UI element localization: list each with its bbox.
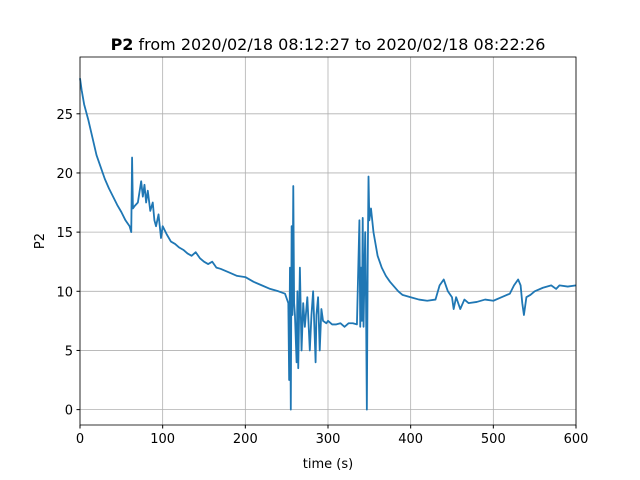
title-text: from 2020/02/18 08:12:27 to 2020/02/18 0… — [139, 35, 546, 54]
x-tick-label: 500 — [481, 432, 506, 447]
x-tick-label: 200 — [233, 432, 258, 447]
x-axis-label: time (s) — [303, 457, 353, 472]
y-axis-label: P2 — [33, 233, 48, 249]
y-tick-label: 0 — [65, 404, 73, 419]
x-tick-label: 600 — [564, 432, 589, 447]
x-tick-label: 0 — [76, 432, 84, 447]
chart-title: P2 from 2020/02/18 08:12:27 to 2020/02/1… — [111, 35, 546, 54]
y-tick-label: 15 — [56, 226, 73, 241]
title-bold: P2 — [111, 35, 134, 54]
x-tick-label: 300 — [316, 432, 341, 447]
y-tick-label: 10 — [56, 285, 73, 300]
y-tick-label: 25 — [56, 108, 73, 123]
x-tick-label: 100 — [150, 432, 175, 447]
plot-frame — [79, 56, 577, 426]
data-line — [79, 78, 577, 411]
y-tick-label: 20 — [56, 167, 73, 182]
x-tick-label: 400 — [398, 432, 423, 447]
y-tick-label: 5 — [65, 344, 73, 359]
